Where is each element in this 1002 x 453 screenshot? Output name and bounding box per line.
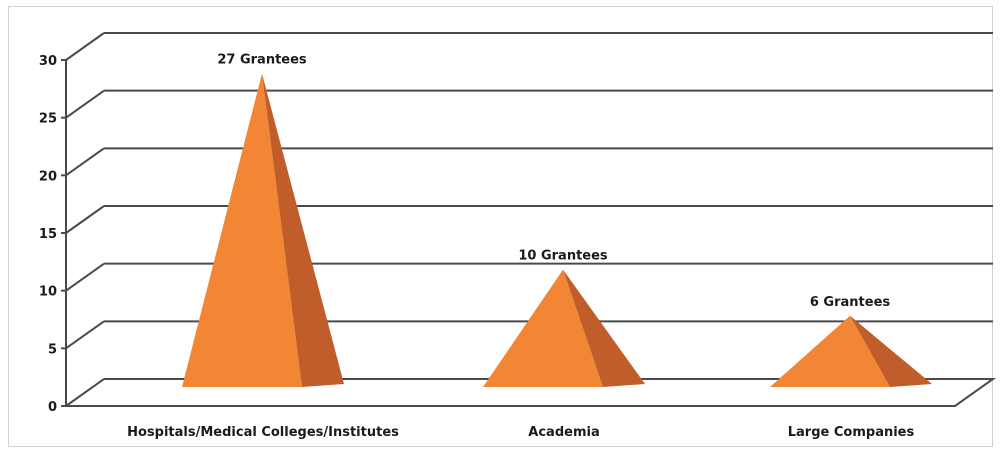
gridline-diagonal-20 <box>65 147 105 177</box>
pyramid-side-1 <box>563 269 645 387</box>
data-label-1: 10 Grantees <box>518 249 608 264</box>
data-label-0: 27 Grantees <box>217 53 307 68</box>
ytick-label-25: 25 <box>39 112 57 127</box>
ytick-label-10: 10 <box>39 285 57 300</box>
gridline-diagonal-10 <box>65 262 105 292</box>
category-label-0: Hospitals/Medical Colleges/Institutes <box>127 425 399 440</box>
ytick-label-30: 30 <box>39 54 57 69</box>
data-label-2: 6 Grantees <box>810 295 891 310</box>
gridline-diagonal-30 <box>65 32 105 61</box>
pyramid-front-2 <box>770 315 890 387</box>
ytick-label-0: 0 <box>48 400 57 415</box>
ytick-label-20: 20 <box>39 169 57 184</box>
gridline-diagonal-0 <box>65 378 105 407</box>
ytick-label-15: 15 <box>39 227 57 242</box>
gridline-diagonal-5 <box>65 320 105 350</box>
category-label-1: Academia <box>528 425 599 440</box>
pyramid-front-1 <box>483 269 603 387</box>
pyramid-side-2 <box>850 315 932 387</box>
gridline-diagonal-25 <box>65 89 105 119</box>
gridline-diagonal-15 <box>65 205 105 234</box>
pyramid-side-0 <box>262 73 344 387</box>
category-label-2: Large Companies <box>788 425 915 440</box>
ytick-label-5: 5 <box>48 342 57 357</box>
